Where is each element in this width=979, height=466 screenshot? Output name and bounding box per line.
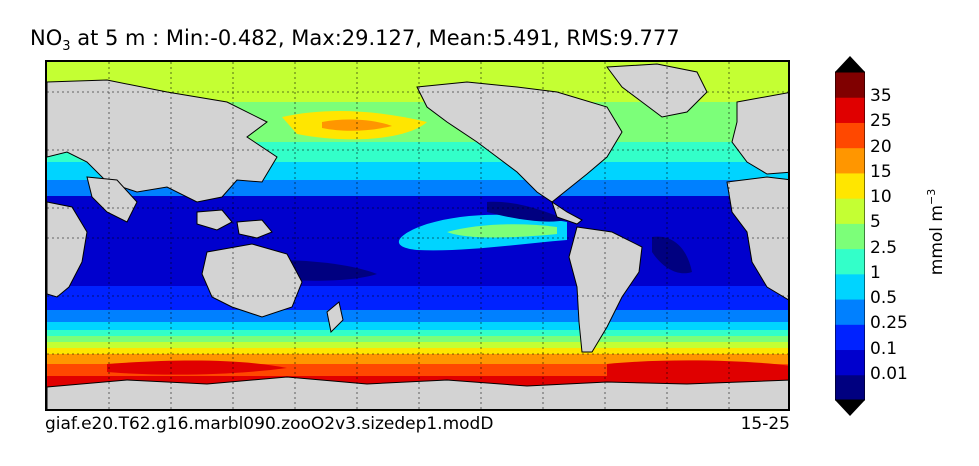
south-mid-band <box>47 310 788 322</box>
colorbar-segment <box>835 223 865 250</box>
title-subscript: 3 <box>62 39 71 55</box>
colorbar-frame <box>835 71 865 401</box>
south-band-d <box>47 342 788 348</box>
colorbar-segment <box>835 147 865 174</box>
colorbar-tick-label: 10 <box>870 187 892 208</box>
southern-ocean-red-indian <box>107 360 287 375</box>
units-exponent: −3 <box>925 188 939 205</box>
land-australia <box>201 243 303 318</box>
colorbar-tick-label: 0.25 <box>870 313 908 334</box>
land-antarctica <box>47 376 788 409</box>
colorbar-tick-label: 20 <box>870 136 892 157</box>
year-range: 15-25 <box>740 414 790 434</box>
colorbar-tick-label: 25 <box>870 111 892 132</box>
colorbar-segment <box>835 324 865 351</box>
colorbar-tick-label: 0.5 <box>870 288 898 309</box>
colorbar-tick-label: 5 <box>870 212 881 233</box>
colorbar-bottom-extension <box>835 400 865 416</box>
south-band-c <box>47 336 788 342</box>
south-low-band <box>47 286 788 310</box>
colorbar-tick-label: 2.5 <box>870 237 898 258</box>
title-prefix: NO <box>30 26 63 50</box>
north-pacific-core <box>322 119 392 131</box>
colorbar-segment <box>835 72 865 98</box>
colorbar-segments <box>835 56 865 416</box>
land-masses <box>47 63 788 409</box>
colorbar-segment <box>835 122 865 149</box>
south-band-e <box>47 348 788 354</box>
land-central-america <box>551 200 583 225</box>
graticule <box>47 62 788 409</box>
land-india <box>86 176 138 223</box>
land-south-america <box>568 226 643 353</box>
southern-ocean-red-atlantic <box>607 360 788 384</box>
colorbar-segment <box>835 198 865 224</box>
colorbar-segment <box>835 248 865 275</box>
land-europe <box>731 92 788 175</box>
colorbar-units-label: mmol m−3 <box>925 189 947 275</box>
colorbar-top-extension <box>835 56 865 72</box>
south-band-f <box>47 354 788 364</box>
colorbar-segment <box>835 273 865 300</box>
colorbar-segment <box>835 97 865 123</box>
land-borneo <box>196 209 233 231</box>
colorbar-tick-label: 0.01 <box>870 363 908 384</box>
colorbar-segment <box>835 172 865 199</box>
oligotrophic-patch-pacific <box>487 201 567 222</box>
colorbar-segment <box>835 299 865 325</box>
units-main: mmol m <box>926 205 947 276</box>
colorbar-tick-label: 1 <box>870 262 881 283</box>
colorbar-segment <box>835 374 865 401</box>
ocean-map <box>45 60 790 411</box>
land-africa-east <box>47 201 88 298</box>
colorbar-tick-label: 0.1 <box>870 338 898 359</box>
equatorial-upwelling-core <box>447 224 557 238</box>
case-name: giaf.e20.T62.g16.marbl090.zooO2v3.sizede… <box>45 414 494 434</box>
land-new-zealand <box>326 301 344 334</box>
map-title: NO3 at 5 m : Min:-0.482, Max:29.127, Mea… <box>30 26 680 54</box>
land-north-america <box>416 81 623 203</box>
colorbar <box>835 56 865 416</box>
colorbar-tick-label: 15 <box>870 161 892 182</box>
oligotrophic-patch-atlantic <box>652 236 692 274</box>
land-asia <box>47 79 278 203</box>
colorbar-tick-label: 35 <box>870 86 892 107</box>
land-new-guinea <box>236 219 273 239</box>
title-suffix: at 5 m : Min:-0.482, Max:29.127, Mean:5.… <box>70 26 680 50</box>
south-band-b <box>47 330 788 336</box>
map-canvas <box>47 62 788 409</box>
colorbar-segment <box>835 349 865 376</box>
south-band-a <box>47 322 788 330</box>
